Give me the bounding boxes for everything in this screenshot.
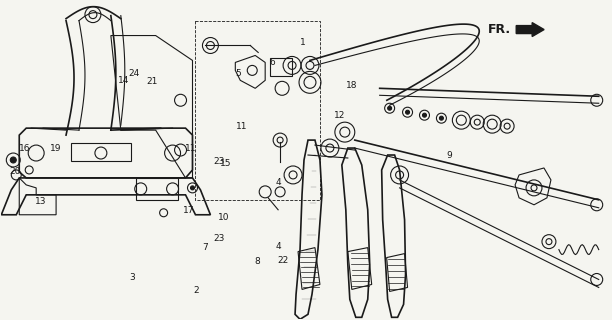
- Text: 12: 12: [334, 111, 345, 120]
- Text: 2: 2: [193, 286, 199, 295]
- Text: 5: 5: [235, 69, 241, 78]
- Circle shape: [387, 106, 392, 110]
- Text: 17: 17: [183, 206, 195, 215]
- Text: 4: 4: [276, 178, 282, 187]
- Circle shape: [10, 157, 17, 163]
- Bar: [195, 20, 320, 200]
- Text: 14: 14: [118, 76, 129, 85]
- Circle shape: [439, 116, 444, 120]
- FancyArrow shape: [517, 23, 544, 36]
- Text: 19: 19: [50, 144, 62, 153]
- Circle shape: [190, 186, 195, 190]
- Circle shape: [422, 113, 427, 117]
- Text: 24: 24: [129, 69, 140, 78]
- Text: 16: 16: [19, 144, 30, 153]
- Text: 1: 1: [300, 38, 306, 47]
- Text: 23: 23: [214, 157, 225, 166]
- Text: 7: 7: [203, 243, 208, 252]
- Text: 20: 20: [9, 167, 20, 176]
- Circle shape: [406, 110, 409, 114]
- Text: 13: 13: [35, 197, 47, 206]
- Text: 9: 9: [446, 151, 452, 160]
- Text: 10: 10: [218, 213, 230, 222]
- Text: 11: 11: [236, 122, 248, 131]
- Text: 4: 4: [276, 242, 282, 251]
- Bar: [71, 143, 131, 161]
- Text: 23: 23: [214, 234, 225, 243]
- Text: 22: 22: [278, 256, 289, 265]
- Text: 18: 18: [346, 81, 357, 90]
- Text: 15: 15: [220, 159, 231, 168]
- Text: 21: 21: [147, 77, 158, 86]
- Text: 11: 11: [184, 144, 196, 153]
- Text: 3: 3: [130, 273, 135, 282]
- Text: 6: 6: [270, 58, 275, 67]
- Bar: [270, 59, 292, 76]
- Bar: [136, 178, 177, 200]
- Text: 8: 8: [255, 258, 260, 267]
- Text: FR.: FR.: [488, 23, 511, 36]
